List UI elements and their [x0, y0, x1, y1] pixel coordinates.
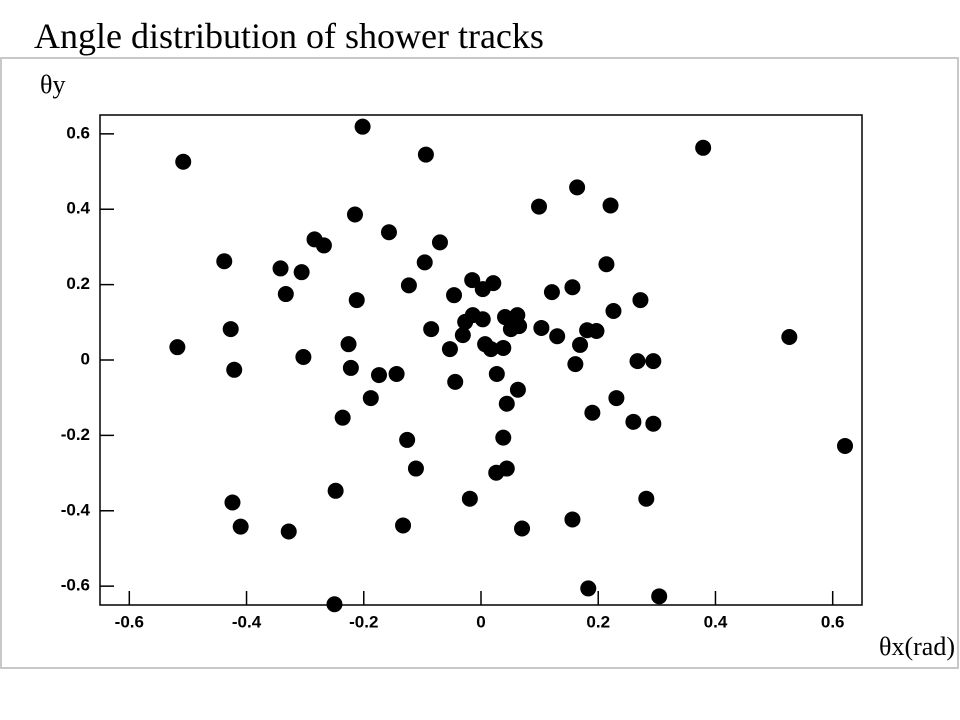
- point: [629, 353, 646, 370]
- point: [645, 353, 662, 370]
- point: [446, 287, 463, 304]
- point: [495, 429, 512, 446]
- point: [315, 237, 332, 254]
- point: [327, 482, 344, 499]
- point: [509, 381, 526, 398]
- point: [348, 292, 365, 309]
- point: [342, 359, 359, 376]
- point: [564, 511, 581, 528]
- point: [474, 311, 491, 328]
- point: [533, 319, 550, 336]
- point: [222, 321, 239, 338]
- point: [498, 395, 515, 412]
- chart-title: Angle distribution of shower tracks: [34, 16, 544, 56]
- point: [837, 437, 854, 454]
- point: [216, 253, 233, 270]
- point: [781, 329, 798, 346]
- plot-frame: [99, 114, 863, 606]
- point: [564, 279, 581, 296]
- point: [295, 348, 312, 365]
- point: [224, 494, 241, 511]
- point: [543, 284, 560, 301]
- point: [395, 517, 412, 534]
- point: [514, 520, 531, 537]
- point: [695, 139, 712, 156]
- x-tick-label: -0.6: [115, 612, 144, 631]
- point: [326, 596, 343, 613]
- y-tick-label: 0.2: [66, 274, 90, 293]
- point: [638, 490, 655, 507]
- x-axis-label: θx(rad): [879, 632, 955, 661]
- point: [400, 277, 417, 294]
- point: [417, 146, 434, 163]
- point: [340, 336, 357, 353]
- point: [362, 390, 379, 407]
- point: [293, 264, 310, 281]
- point: [454, 327, 471, 344]
- x-tick-label: -0.2: [349, 612, 378, 631]
- y-axis-label: θy: [40, 70, 65, 99]
- point: [488, 464, 505, 481]
- point: [602, 197, 619, 214]
- point: [447, 373, 464, 390]
- point: [569, 179, 586, 196]
- point: [482, 341, 499, 358]
- point: [584, 404, 601, 421]
- point: [531, 198, 548, 215]
- x-tick-label: 0.6: [821, 612, 845, 631]
- point: [580, 580, 597, 597]
- point: [280, 523, 297, 540]
- point: [232, 518, 249, 535]
- point: [588, 322, 605, 339]
- point: [175, 153, 192, 170]
- point: [567, 356, 584, 373]
- point: [169, 339, 186, 356]
- point: [399, 431, 416, 448]
- point: [572, 336, 589, 353]
- y-tick-label: -0.2: [61, 425, 90, 444]
- point: [388, 365, 405, 382]
- point: [605, 303, 622, 319]
- point: [346, 206, 363, 223]
- point: [549, 328, 566, 345]
- point: [464, 272, 481, 289]
- point: [354, 118, 371, 135]
- y-tick-label: 0.6: [66, 123, 90, 142]
- x-tick-label: 0.2: [586, 612, 610, 631]
- point: [380, 224, 397, 241]
- point: [441, 341, 458, 358]
- point: [502, 321, 519, 338]
- y-tick-label: -0.4: [61, 500, 91, 519]
- point: [485, 275, 502, 292]
- point: [488, 365, 505, 382]
- point: [277, 286, 294, 303]
- point: [608, 390, 625, 407]
- y-tick-label: 0: [81, 349, 90, 368]
- point: [416, 254, 433, 271]
- point: [226, 361, 243, 378]
- point: [423, 321, 440, 338]
- point: [371, 367, 388, 384]
- point: [625, 413, 642, 430]
- x-tick-label: 0.4: [704, 612, 728, 631]
- x-tick-label: -0.4: [232, 612, 262, 631]
- point: [632, 292, 649, 309]
- point: [461, 490, 478, 507]
- point: [431, 234, 448, 251]
- x-tick-label: 0: [476, 612, 485, 631]
- point: [598, 256, 615, 273]
- point: [407, 460, 424, 477]
- point: [651, 588, 668, 605]
- point: [272, 260, 289, 277]
- point: [645, 415, 662, 432]
- point: [334, 409, 351, 426]
- y-tick-label: -0.6: [61, 576, 90, 595]
- point: [495, 339, 512, 356]
- y-tick-label: 0.4: [66, 199, 90, 218]
